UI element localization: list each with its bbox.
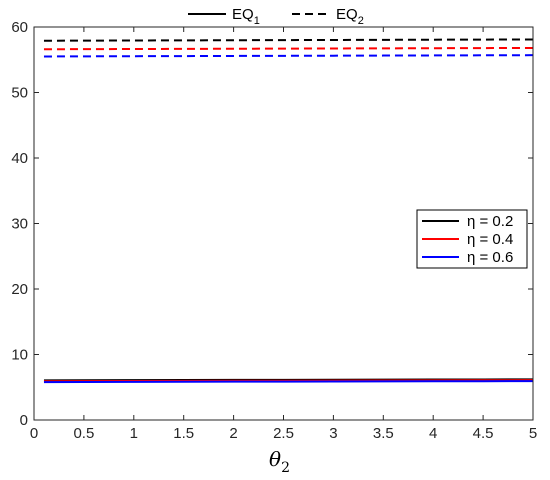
x-tick-label: 1.5 [173, 425, 194, 442]
x-tick-label: 1 [130, 425, 138, 442]
x-tick-label: 0 [30, 425, 38, 442]
style-legend-label: EQ1 [232, 6, 260, 27]
series-line-eq2-3 [43, 54, 534, 58]
y-tick-label: 60 [11, 19, 28, 36]
y-tick-label: 20 [11, 281, 28, 298]
x-tick-label: 5 [529, 425, 537, 442]
series-layer [43, 38, 534, 384]
y-tick-label: 10 [11, 347, 28, 364]
x-tick-label: 0.5 [73, 425, 94, 442]
x-axis-label: θ2 [269, 447, 290, 476]
series-line-eq2-1 [43, 38, 534, 42]
y-tick-label: 30 [11, 216, 28, 233]
x-tick-label: 4.5 [473, 425, 494, 442]
x-tick-label: 4 [429, 425, 437, 442]
series-line-eq1-3 [43, 380, 534, 384]
color-legend-label: η = 0.6 [467, 249, 513, 266]
color-legend-label: η = 0.4 [467, 231, 513, 248]
x-tick-label: 2.5 [273, 425, 294, 442]
style-legend-label: EQ2 [336, 6, 364, 27]
y-tick-label: 0 [20, 412, 28, 429]
x-tick-label: 3.5 [373, 425, 394, 442]
x-tick-label: 2 [229, 425, 237, 442]
color-legend-label: η = 0.2 [467, 213, 513, 230]
x-tick-label: 3 [329, 425, 337, 442]
series-line-eq2-2 [43, 46, 534, 51]
y-tick-label: 40 [11, 150, 28, 167]
y-tick-label: 50 [11, 85, 28, 102]
style-legend: EQ1 EQ2 [188, 6, 364, 27]
color-legend: η = 0.2η = 0.4η = 0.6 [416, 209, 528, 269]
